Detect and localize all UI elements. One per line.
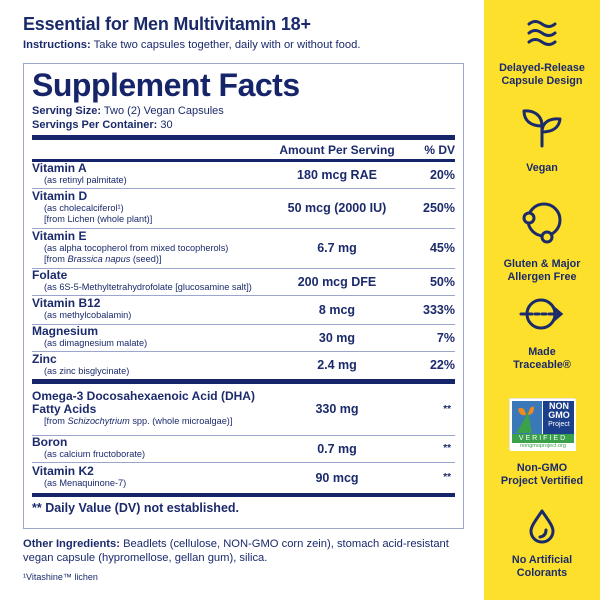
feature-vegan: Vegan — [484, 106, 600, 175]
other-ingredients: Other Ingredients: Beadlets (cellulose, … — [23, 538, 449, 564]
nutrient-row: Vitamin B12 (as methylcobalamin) 8 mcg 33… — [32, 296, 455, 325]
instructions-text: Take two capsules together, daily with o… — [90, 39, 361, 51]
thick-divider — [32, 135, 455, 140]
circles-icon — [522, 202, 562, 244]
nutrient-row: Vitamin E (as alpha tocopherol from mixed… — [32, 229, 455, 269]
waves-icon — [527, 20, 557, 46]
nutrient-row: Zinc (as zinc bisglycinate) 2.4 mg 22% — [32, 351, 455, 376]
vitashine-footnote: ¹Vitashine™ lichen — [23, 572, 98, 582]
instructions: Instructions: Take two capsules together… — [23, 39, 360, 51]
column-header: Amount Per Serving % DV — [32, 140, 455, 159]
droplet-icon — [529, 509, 555, 544]
feature-delayed-release: Delayed-Release Capsule Design — [484, 18, 600, 88]
sprout-icon — [522, 109, 562, 148]
nutrient-row: Boron (as calcium fructoborate) 0.7 mg ** — [32, 436, 455, 463]
label-panel: Essential for Men Multivitamin 18+ Instr… — [23, 14, 464, 582]
servings-per-container: Servings Per Container: 30 — [32, 119, 173, 131]
dv-header: % DV — [424, 143, 455, 157]
feature-non-gmo: NON GMO Project VERIFIED nongmoproject.org… — [484, 398, 600, 488]
facts-title: Supplement Facts — [32, 67, 300, 103]
features-panel: Delayed-Release Capsule Design Vegan Glut… — [484, 0, 600, 600]
nutrient-row: Vitamin D (as cholecalciferol¹) [from Lich… — [32, 189, 455, 229]
nutrient-row: Folate (as 6S-5-Methyltetrahydrofolate [g… — [32, 269, 455, 296]
supplement-facts-box: Supplement Facts Serving Size: Two (2) V… — [23, 63, 464, 529]
header-divider — [32, 159, 455, 162]
feature-gluten-free: Gluten & Major Allergen Free — [484, 200, 600, 284]
dv-footnote: ** Daily Value (DV) not established. — [32, 500, 240, 515]
nutrient-row: Magnesium (as dimagnesium malate) 30 mg 7… — [32, 325, 455, 352]
amount-header: Amount Per Serving — [279, 143, 395, 157]
nutrient-row: Vitamin K2 (as Menaquinone-7) 90 mcg ** — [32, 464, 451, 489]
nutrient-row: Vitamin A (as retinyl palmitate) 180 mcg … — [32, 162, 455, 189]
serving-size: Serving Size: Two (2) Vegan Capsules — [32, 105, 224, 117]
feature-no-colorants: No Artificial Colorants — [484, 508, 600, 580]
instructions-label: Instructions: — [23, 39, 91, 51]
bottom-divider — [32, 492, 455, 497]
non-gmo-badge: NON GMO Project VERIFIED nongmoproject.org — [509, 398, 576, 451]
feature-traceable: Made Traceable® — [484, 296, 600, 372]
product-title: Essential for Men Multivitamin 18+ — [23, 14, 311, 34]
section-divider — [32, 378, 455, 384]
nutrient-row: Omega-3 Docosahexaenoic Acid (DHA) Fatty … — [32, 384, 455, 436]
traceable-arrow-icon — [519, 298, 564, 330]
